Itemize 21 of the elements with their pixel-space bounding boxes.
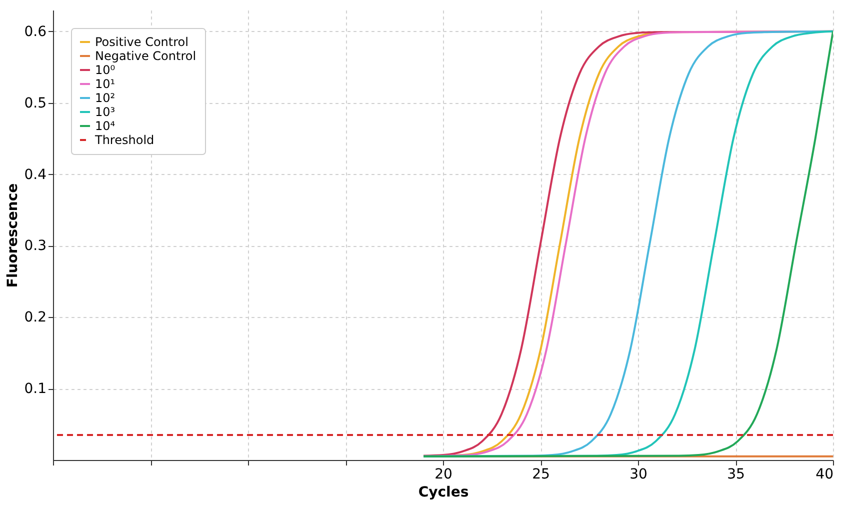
legend-label: 10¹ [95, 77, 116, 91]
y-axis-title: Fluorescence [5, 183, 22, 288]
x-tick-label: 30 [630, 466, 648, 482]
legend-label: 10⁰ [95, 63, 116, 77]
y-tick-label: 0.1 [24, 381, 46, 398]
legend-label: Positive Control [95, 35, 188, 49]
legend-label: 10² [95, 91, 116, 105]
x-tick-label: 35 [727, 466, 745, 482]
y-tick-label: 0.4 [24, 166, 47, 183]
x-tick-label: 40 [816, 466, 834, 482]
y-tick-label: 0.2 [24, 310, 46, 326]
legend-label: 10⁴ [95, 119, 116, 133]
legend-label: Negative Control [95, 49, 196, 63]
y-tick-label: 0.3 [24, 238, 46, 254]
legend-label: Threshold [94, 133, 154, 147]
legend-label: 10³ [95, 105, 116, 119]
x-tick-label: 25 [532, 466, 550, 482]
y-tick-label: 0.6 [24, 24, 47, 40]
x-axis-title: Cycles [418, 484, 469, 500]
y-tick-label: 0.5 [24, 95, 46, 112]
x-tick-label: 20 [434, 466, 452, 482]
